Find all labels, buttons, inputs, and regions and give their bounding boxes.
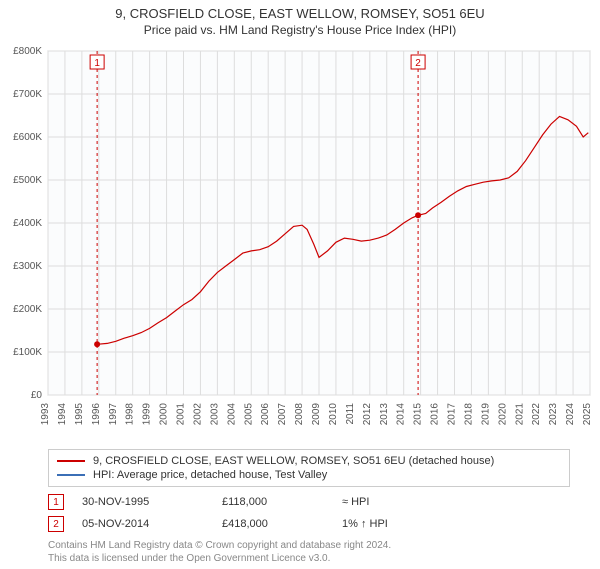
svg-text:1997: 1997 — [108, 403, 119, 426]
svg-text:2025: 2025 — [582, 403, 593, 426]
marker-badge: 2 — [48, 516, 64, 532]
price-chart: £0 £100K £200K £300K £400K £500K £600K £700K £80… — [0, 43, 600, 443]
svg-text:2017: 2017 — [447, 403, 458, 426]
chart-legend: 9, CROSFIELD CLOSE, EAST WELLOW, ROMSEY,… — [48, 449, 570, 487]
legend-swatch — [57, 460, 85, 462]
legend-item-hpi: HPI: Average price, detached house, Test… — [57, 468, 561, 482]
transaction-table: 1 30-NOV-1995 £118,000 ≈ HPI 2 05-NOV-20… — [48, 491, 570, 535]
svg-text:£100K: £100K — [13, 347, 42, 358]
svg-text:2000: 2000 — [159, 403, 170, 426]
svg-text:1995: 1995 — [74, 403, 85, 426]
svg-text:2010: 2010 — [328, 403, 339, 426]
legend-label: 9, CROSFIELD CLOSE, EAST WELLOW, ROMSEY,… — [93, 455, 494, 467]
svg-text:2003: 2003 — [209, 403, 220, 426]
footer-line: This data is licensed under the Open Gov… — [48, 552, 570, 565]
svg-text:2004: 2004 — [226, 403, 237, 426]
chart-title-desc: Price paid vs. HM Land Registry's House … — [0, 23, 600, 37]
svg-text:1994: 1994 — [57, 403, 68, 426]
svg-text:2024: 2024 — [565, 403, 576, 426]
svg-text:2: 2 — [415, 58, 421, 69]
svg-text:2022: 2022 — [531, 403, 542, 426]
svg-text:1999: 1999 — [142, 403, 153, 426]
svg-text:£0: £0 — [31, 390, 43, 401]
svg-text:2014: 2014 — [396, 403, 407, 426]
footer-attribution: Contains HM Land Registry data © Crown c… — [48, 539, 570, 565]
svg-text:2023: 2023 — [548, 403, 559, 426]
svg-text:2018: 2018 — [463, 403, 474, 426]
svg-text:£400K: £400K — [13, 218, 42, 229]
chart-title-address: 9, CROSFIELD CLOSE, EAST WELLOW, ROMSEY,… — [0, 6, 600, 21]
svg-text:2005: 2005 — [243, 403, 254, 426]
svg-text:£500K: £500K — [13, 175, 42, 186]
svg-text:2002: 2002 — [192, 403, 203, 426]
transaction-date: 30-NOV-1995 — [82, 496, 222, 508]
svg-text:2015: 2015 — [413, 403, 424, 426]
svg-text:2020: 2020 — [497, 403, 508, 426]
svg-text:2008: 2008 — [294, 403, 305, 426]
transaction-note: ≈ HPI — [342, 496, 570, 508]
marker-badge: 1 — [48, 494, 64, 510]
legend-swatch — [57, 474, 85, 476]
svg-text:1: 1 — [94, 58, 100, 69]
svg-text:2021: 2021 — [514, 403, 525, 426]
svg-text:2009: 2009 — [311, 403, 322, 426]
transaction-price: £118,000 — [222, 496, 342, 508]
svg-text:2016: 2016 — [430, 403, 441, 426]
svg-text:£600K: £600K — [13, 132, 42, 143]
svg-text:2019: 2019 — [480, 403, 491, 426]
svg-text:2001: 2001 — [176, 403, 187, 426]
footer-line: Contains HM Land Registry data © Crown c… — [48, 539, 570, 552]
svg-text:1996: 1996 — [91, 403, 102, 426]
svg-text:1998: 1998 — [125, 403, 136, 426]
transaction-price: £418,000 — [222, 518, 342, 530]
svg-text:2007: 2007 — [277, 403, 288, 426]
transaction-note: 1% ↑ HPI — [342, 518, 570, 530]
legend-item-property: 9, CROSFIELD CLOSE, EAST WELLOW, ROMSEY,… — [57, 454, 561, 468]
transaction-row: 2 05-NOV-2014 £418,000 1% ↑ HPI — [48, 513, 570, 535]
transaction-date: 05-NOV-2014 — [82, 518, 222, 530]
legend-label: HPI: Average price, detached house, Test… — [93, 469, 327, 481]
svg-text:£300K: £300K — [13, 261, 42, 272]
svg-text:2013: 2013 — [379, 403, 390, 426]
svg-text:2006: 2006 — [260, 403, 271, 426]
transaction-row: 1 30-NOV-1995 £118,000 ≈ HPI — [48, 491, 570, 513]
svg-text:2011: 2011 — [345, 403, 356, 425]
svg-text:£800K: £800K — [13, 46, 42, 57]
svg-text:£700K: £700K — [13, 89, 42, 100]
svg-text:£200K: £200K — [13, 304, 42, 315]
svg-text:2012: 2012 — [362, 403, 373, 426]
svg-text:1993: 1993 — [40, 403, 51, 426]
